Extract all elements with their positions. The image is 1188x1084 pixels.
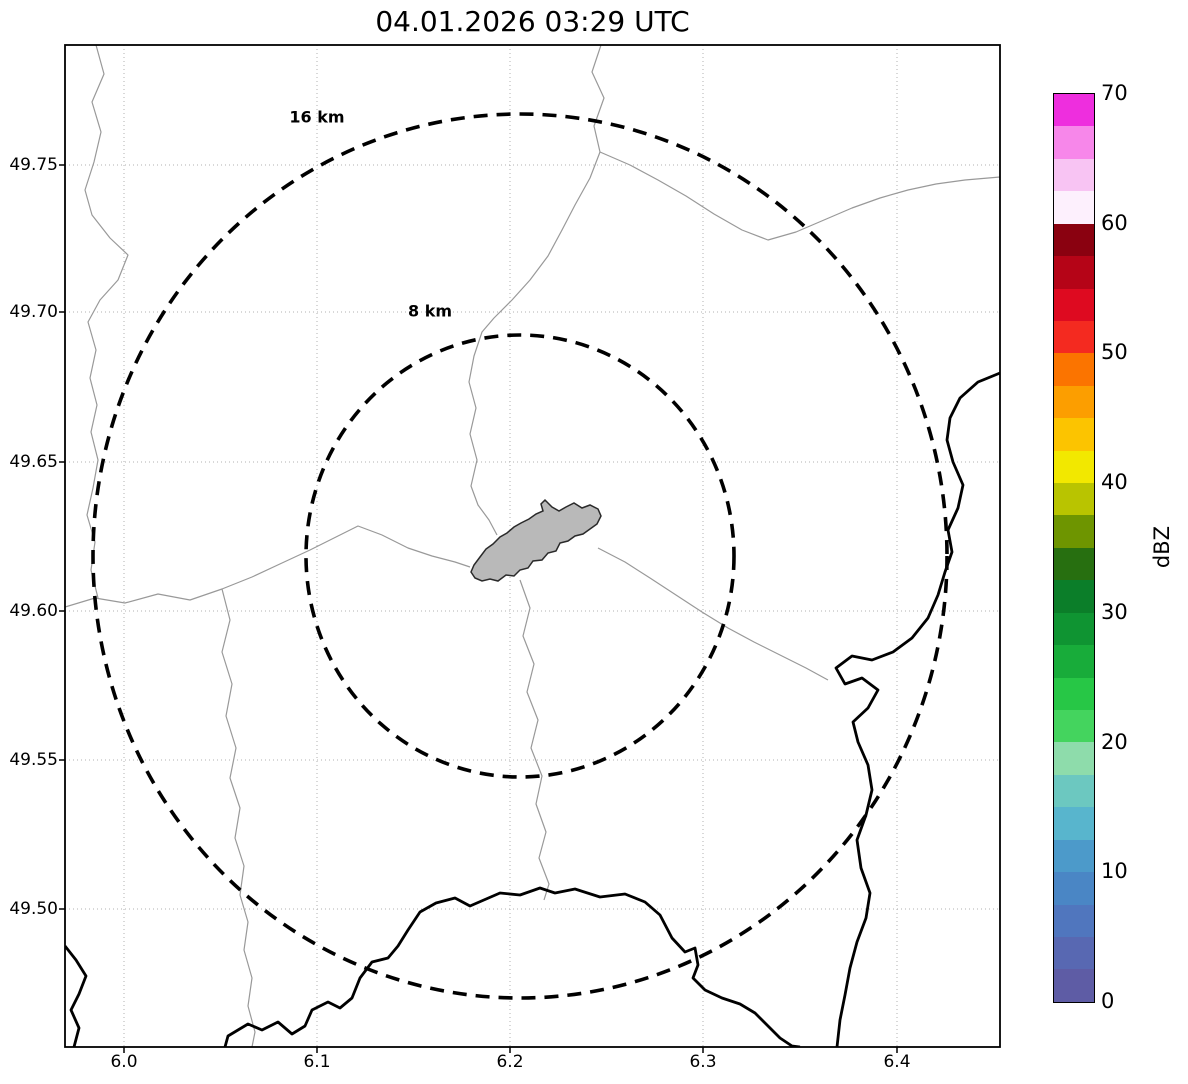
colorbar-tick-label: 30 bbox=[1101, 599, 1128, 624]
y-tick-label: 49.50 bbox=[9, 899, 58, 919]
y-tick-label: 49.75 bbox=[9, 155, 58, 175]
national-border-line bbox=[834, 371, 1000, 1047]
colorbar-segment bbox=[1054, 353, 1094, 386]
boundary-line bbox=[65, 525, 471, 608]
boundary-line bbox=[519, 579, 550, 901]
colorbar-segment bbox=[1054, 580, 1094, 613]
colorbar-segment bbox=[1054, 612, 1094, 646]
colorbar-segment bbox=[1054, 839, 1094, 873]
colorbar-segment bbox=[1054, 677, 1094, 711]
colorbar-tick-label: 10 bbox=[1101, 859, 1128, 884]
city-boundary-polygon bbox=[470, 498, 602, 582]
y-tick-label: 49.65 bbox=[9, 452, 58, 472]
x-tick-label: 6.0 bbox=[110, 1052, 138, 1072]
national-border-line bbox=[223, 886, 801, 1047]
x-tick-label: 6.4 bbox=[883, 1052, 911, 1072]
boundary-line bbox=[221, 588, 256, 1047]
colorbar-segment bbox=[1054, 418, 1094, 451]
colorbar-unit-label: dBZ bbox=[1150, 525, 1174, 569]
colorbar-segment bbox=[1054, 126, 1094, 159]
national-border-line bbox=[65, 945, 88, 1047]
colorbar-tick-label: 20 bbox=[1101, 729, 1128, 754]
colorbar-tick-label: 0 bbox=[1101, 989, 1115, 1013]
colorbar-segment bbox=[1054, 385, 1094, 419]
colorbar-tick-label: 50 bbox=[1101, 340, 1128, 365]
colorbar-segment bbox=[1054, 515, 1094, 548]
reflectivity-colorbar bbox=[1053, 93, 1095, 1003]
colorbar-segment bbox=[1054, 969, 1094, 1002]
colorbar-segment bbox=[1054, 807, 1094, 840]
colorbar-segment bbox=[1054, 94, 1094, 127]
plot-frame bbox=[64, 44, 1001, 1048]
y-tick-label: 49.55 bbox=[9, 750, 58, 770]
colorbar-segment bbox=[1054, 936, 1094, 970]
x-tick-label: 6.3 bbox=[689, 1052, 717, 1072]
colorbar-segment bbox=[1054, 256, 1094, 289]
y-tick-label: 49.70 bbox=[9, 302, 58, 322]
colorbar-segment bbox=[1054, 450, 1094, 484]
colorbar-segment bbox=[1054, 223, 1094, 257]
boundary-line bbox=[84, 45, 129, 599]
colorbar-segment bbox=[1054, 904, 1094, 937]
colorbar-segment bbox=[1054, 483, 1094, 516]
boundary-line bbox=[597, 547, 829, 681]
x-tick-label: 6.1 bbox=[303, 1052, 331, 1072]
boundary-line bbox=[599, 151, 1000, 241]
colorbar-tick-label: 70 bbox=[1101, 81, 1128, 105]
colorbar-segment bbox=[1054, 320, 1094, 354]
colorbar-segment bbox=[1054, 158, 1094, 192]
boundary-line bbox=[468, 45, 605, 536]
range-ring-16km-label: 16 km bbox=[289, 107, 345, 127]
colorbar-tick-label: 40 bbox=[1101, 470, 1128, 495]
colorbar-segment bbox=[1054, 774, 1094, 808]
colorbar-segment bbox=[1054, 710, 1094, 743]
colorbar-segment bbox=[1054, 872, 1094, 905]
range-ring-8km-label: 8 km bbox=[407, 301, 453, 321]
colorbar-tick-label: 60 bbox=[1101, 210, 1128, 235]
x-tick-label: 6.2 bbox=[496, 1052, 524, 1072]
colorbar-segment bbox=[1054, 288, 1094, 321]
colorbar-segment bbox=[1054, 645, 1094, 678]
y-tick-label: 49.60 bbox=[9, 601, 58, 621]
range-ring-16km bbox=[91, 112, 949, 1000]
range-ring-8km bbox=[304, 333, 736, 779]
colorbar-segment bbox=[1054, 742, 1094, 775]
colorbar-segment bbox=[1054, 547, 1094, 581]
colorbar-segment bbox=[1054, 191, 1094, 224]
plot-title: 04.01.2026 03:29 UTC bbox=[375, 5, 690, 38]
map-layers bbox=[65, 45, 1000, 1047]
